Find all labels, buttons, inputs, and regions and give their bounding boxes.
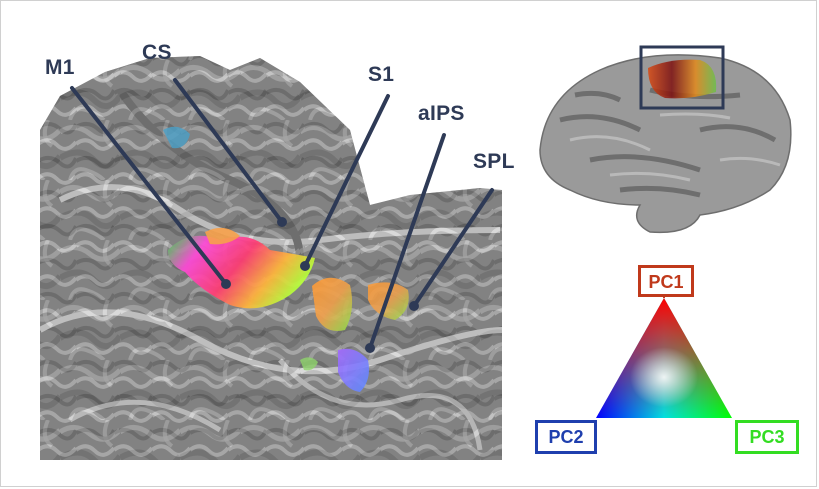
endpoint-cs bbox=[277, 217, 287, 227]
label-spl: SPL bbox=[473, 150, 515, 173]
inflated-brain bbox=[539, 54, 792, 234]
endpoint-spl bbox=[409, 301, 419, 311]
label-cs: CS bbox=[142, 41, 172, 64]
leader-endpoints bbox=[221, 217, 419, 353]
pc1-label: PC1 bbox=[638, 265, 694, 297]
label-aips: aIPS bbox=[418, 102, 465, 125]
label-m1: M1 bbox=[45, 56, 75, 79]
endpoint-m1 bbox=[221, 279, 231, 289]
color-triangle bbox=[596, 292, 732, 418]
label-s1: S1 bbox=[368, 63, 395, 86]
leader-line-spl bbox=[412, 188, 494, 308]
pc2-label: PC2 bbox=[535, 420, 597, 454]
endpoint-aips bbox=[365, 343, 375, 353]
leader-line-cs bbox=[173, 78, 284, 224]
leader-lines bbox=[70, 78, 494, 350]
leader-line-aips bbox=[368, 133, 446, 350]
leader-line-s1 bbox=[303, 94, 390, 268]
pc3-label: PC3 bbox=[735, 420, 799, 454]
endpoint-s1 bbox=[300, 261, 310, 271]
leader-line-m1 bbox=[70, 86, 228, 286]
inset-box bbox=[639, 45, 725, 110]
